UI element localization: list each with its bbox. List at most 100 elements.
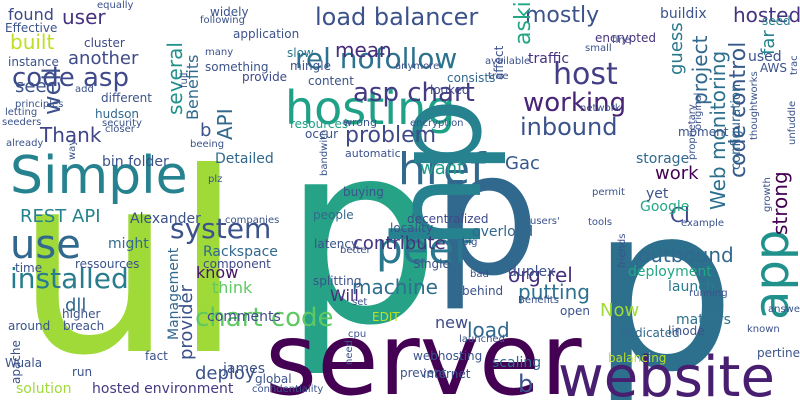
word-cloud-word: know — [196, 263, 239, 282]
word-cloud-word: permit — [592, 187, 625, 198]
word-cloud-word: Thank — [40, 123, 102, 147]
word-cloud-word: full — [179, 72, 190, 88]
word-cloud-word: friends — [617, 233, 628, 268]
word-cloud-word: new — [435, 313, 469, 332]
word-cloud-word: ul — [15, 119, 243, 400]
word-cloud-word: ressources — [75, 257, 140, 271]
word-cloud-word: hosting — [285, 81, 456, 135]
word-cloud-word: way — [67, 139, 78, 160]
word-cloud-word: plz — [208, 174, 223, 185]
word-cloud-word: seeders — [2, 117, 42, 128]
word-cloud-word: prevent — [400, 366, 447, 380]
word-cloud-word: asp chart — [353, 78, 475, 108]
word-cloud-word: many — [205, 47, 234, 58]
word-cloud-word: growth — [762, 177, 773, 212]
word-cloud-word: Simple — [10, 146, 188, 206]
word-cloud-word: thoughtworks — [749, 71, 760, 140]
word-cloud-word: global — [255, 372, 292, 386]
word-cloud-word: buying — [343, 185, 384, 199]
word-cloud-word: letting — [5, 107, 38, 118]
word-cloud-word: Single — [413, 257, 450, 271]
word-cloud-word: duplex — [508, 264, 556, 280]
word-cloud-word: putting — [518, 280, 590, 304]
word-cloud-word: application — [233, 27, 300, 41]
word-cloud-word: working — [523, 88, 627, 118]
word-cloud-word: slow — [287, 46, 314, 60]
word-cloud-word: time — [15, 261, 43, 275]
word-cloud-word: add — [75, 84, 94, 95]
word-cloud-word: want — [420, 158, 465, 179]
word-cloud-word: href — [398, 144, 486, 195]
word-cloud-word: set — [352, 297, 368, 308]
word-cloud-word: deployment — [628, 264, 712, 280]
word-cloud-word: users' — [530, 216, 560, 227]
word-cloud-word: bin folder — [102, 154, 169, 170]
word-cloud-word: Google — [640, 199, 690, 215]
word-cloud-word: load balancer — [315, 3, 479, 31]
word-cloud-word: anymore — [395, 61, 440, 72]
word-cloud-word: unfuddle — [787, 100, 798, 145]
word-cloud-word: found — [8, 5, 54, 24]
word-cloud-word: principles — [15, 99, 64, 110]
word-cloud-word: matters — [676, 312, 731, 328]
word-cloud-word: inbound — [520, 113, 618, 141]
word-cloud-word: behind — [462, 284, 504, 298]
word-cloud-word: solution — [16, 381, 72, 397]
word-cloud-word: REST API — [20, 206, 101, 227]
word-cloud-word: fact — [145, 349, 168, 363]
word-cloud-word: splitting — [313, 274, 362, 288]
word-cloud-word: james — [223, 361, 266, 377]
word-cloud-word: EDIT — [372, 310, 400, 324]
word-cloud-word: hudson — [95, 107, 140, 121]
word-cloud-word: answers — [768, 304, 800, 315]
word-cloud-word: closer — [105, 124, 135, 135]
word-cloud-word: think — [212, 278, 253, 297]
word-cloud-word: storage — [636, 151, 690, 167]
word-cloud-word: hosted — [733, 3, 800, 27]
word-cloud-word: linode — [668, 324, 705, 338]
word-cloud-word: following — [200, 15, 245, 26]
word-cloud-word: contribute — [353, 233, 446, 254]
word-cloud-word: consists — [447, 71, 496, 85]
word-cloud-word: equally — [97, 0, 134, 11]
word-cloud-word: bad — [470, 269, 489, 280]
word-cloud-word: big — [462, 237, 478, 248]
word-cloud-word: Benefits — [518, 295, 559, 306]
word-cloud-word: Gac — [505, 153, 540, 174]
word-cloud-word: resources — [290, 117, 349, 131]
word-cloud-word: might — [108, 236, 149, 252]
word-cloud-word: Management — [166, 247, 182, 340]
word-cloud-word: different — [101, 91, 152, 105]
word-cloud-word: true — [488, 71, 509, 82]
word-cloud-word: need — [344, 340, 355, 365]
word-cloud-word: see — [15, 76, 47, 97]
word-cloud-word: apache — [9, 340, 23, 384]
word-cloud-word: running — [689, 288, 728, 299]
word-cloud-word: load — [467, 318, 510, 342]
word-cloud-word: mingle — [290, 59, 331, 73]
word-cloud-word: wrong — [343, 116, 377, 129]
word-cloud-word: Wuala — [5, 356, 43, 370]
word-cloud-word: host — [553, 57, 618, 92]
word-cloud-word: code asp — [12, 63, 129, 93]
word-cloud-word: latency — [314, 237, 359, 251]
word-cloud-word: chart code — [195, 303, 334, 333]
word-cloud-word: configuration — [729, 83, 744, 170]
word-cloud-word: seed — [762, 14, 791, 28]
word-cloud-word: small — [585, 43, 612, 54]
word-cloud-word: dedicated — [620, 326, 680, 340]
word-cloud-word: breach — [63, 319, 105, 333]
word-cloud-word: cpu — [348, 329, 367, 340]
word-cloud-word: API — [213, 108, 237, 140]
word-cloud-word: encrypted — [595, 31, 656, 45]
word-cloud-word: people — [313, 208, 354, 222]
word-cloud-word: tools — [588, 217, 613, 228]
word-cloud-word: org rel — [508, 263, 573, 287]
word-cloud-word: traffic — [528, 51, 570, 67]
word-cloud-word: p — [282, 89, 441, 380]
word-cloud-word: Detailed — [215, 151, 274, 167]
word-cloud-word: AWS — [760, 61, 788, 75]
word-cloud-word: encryption — [410, 118, 464, 129]
word-cloud-word: around — [8, 319, 51, 333]
word-cloud-word: internet — [423, 367, 471, 381]
